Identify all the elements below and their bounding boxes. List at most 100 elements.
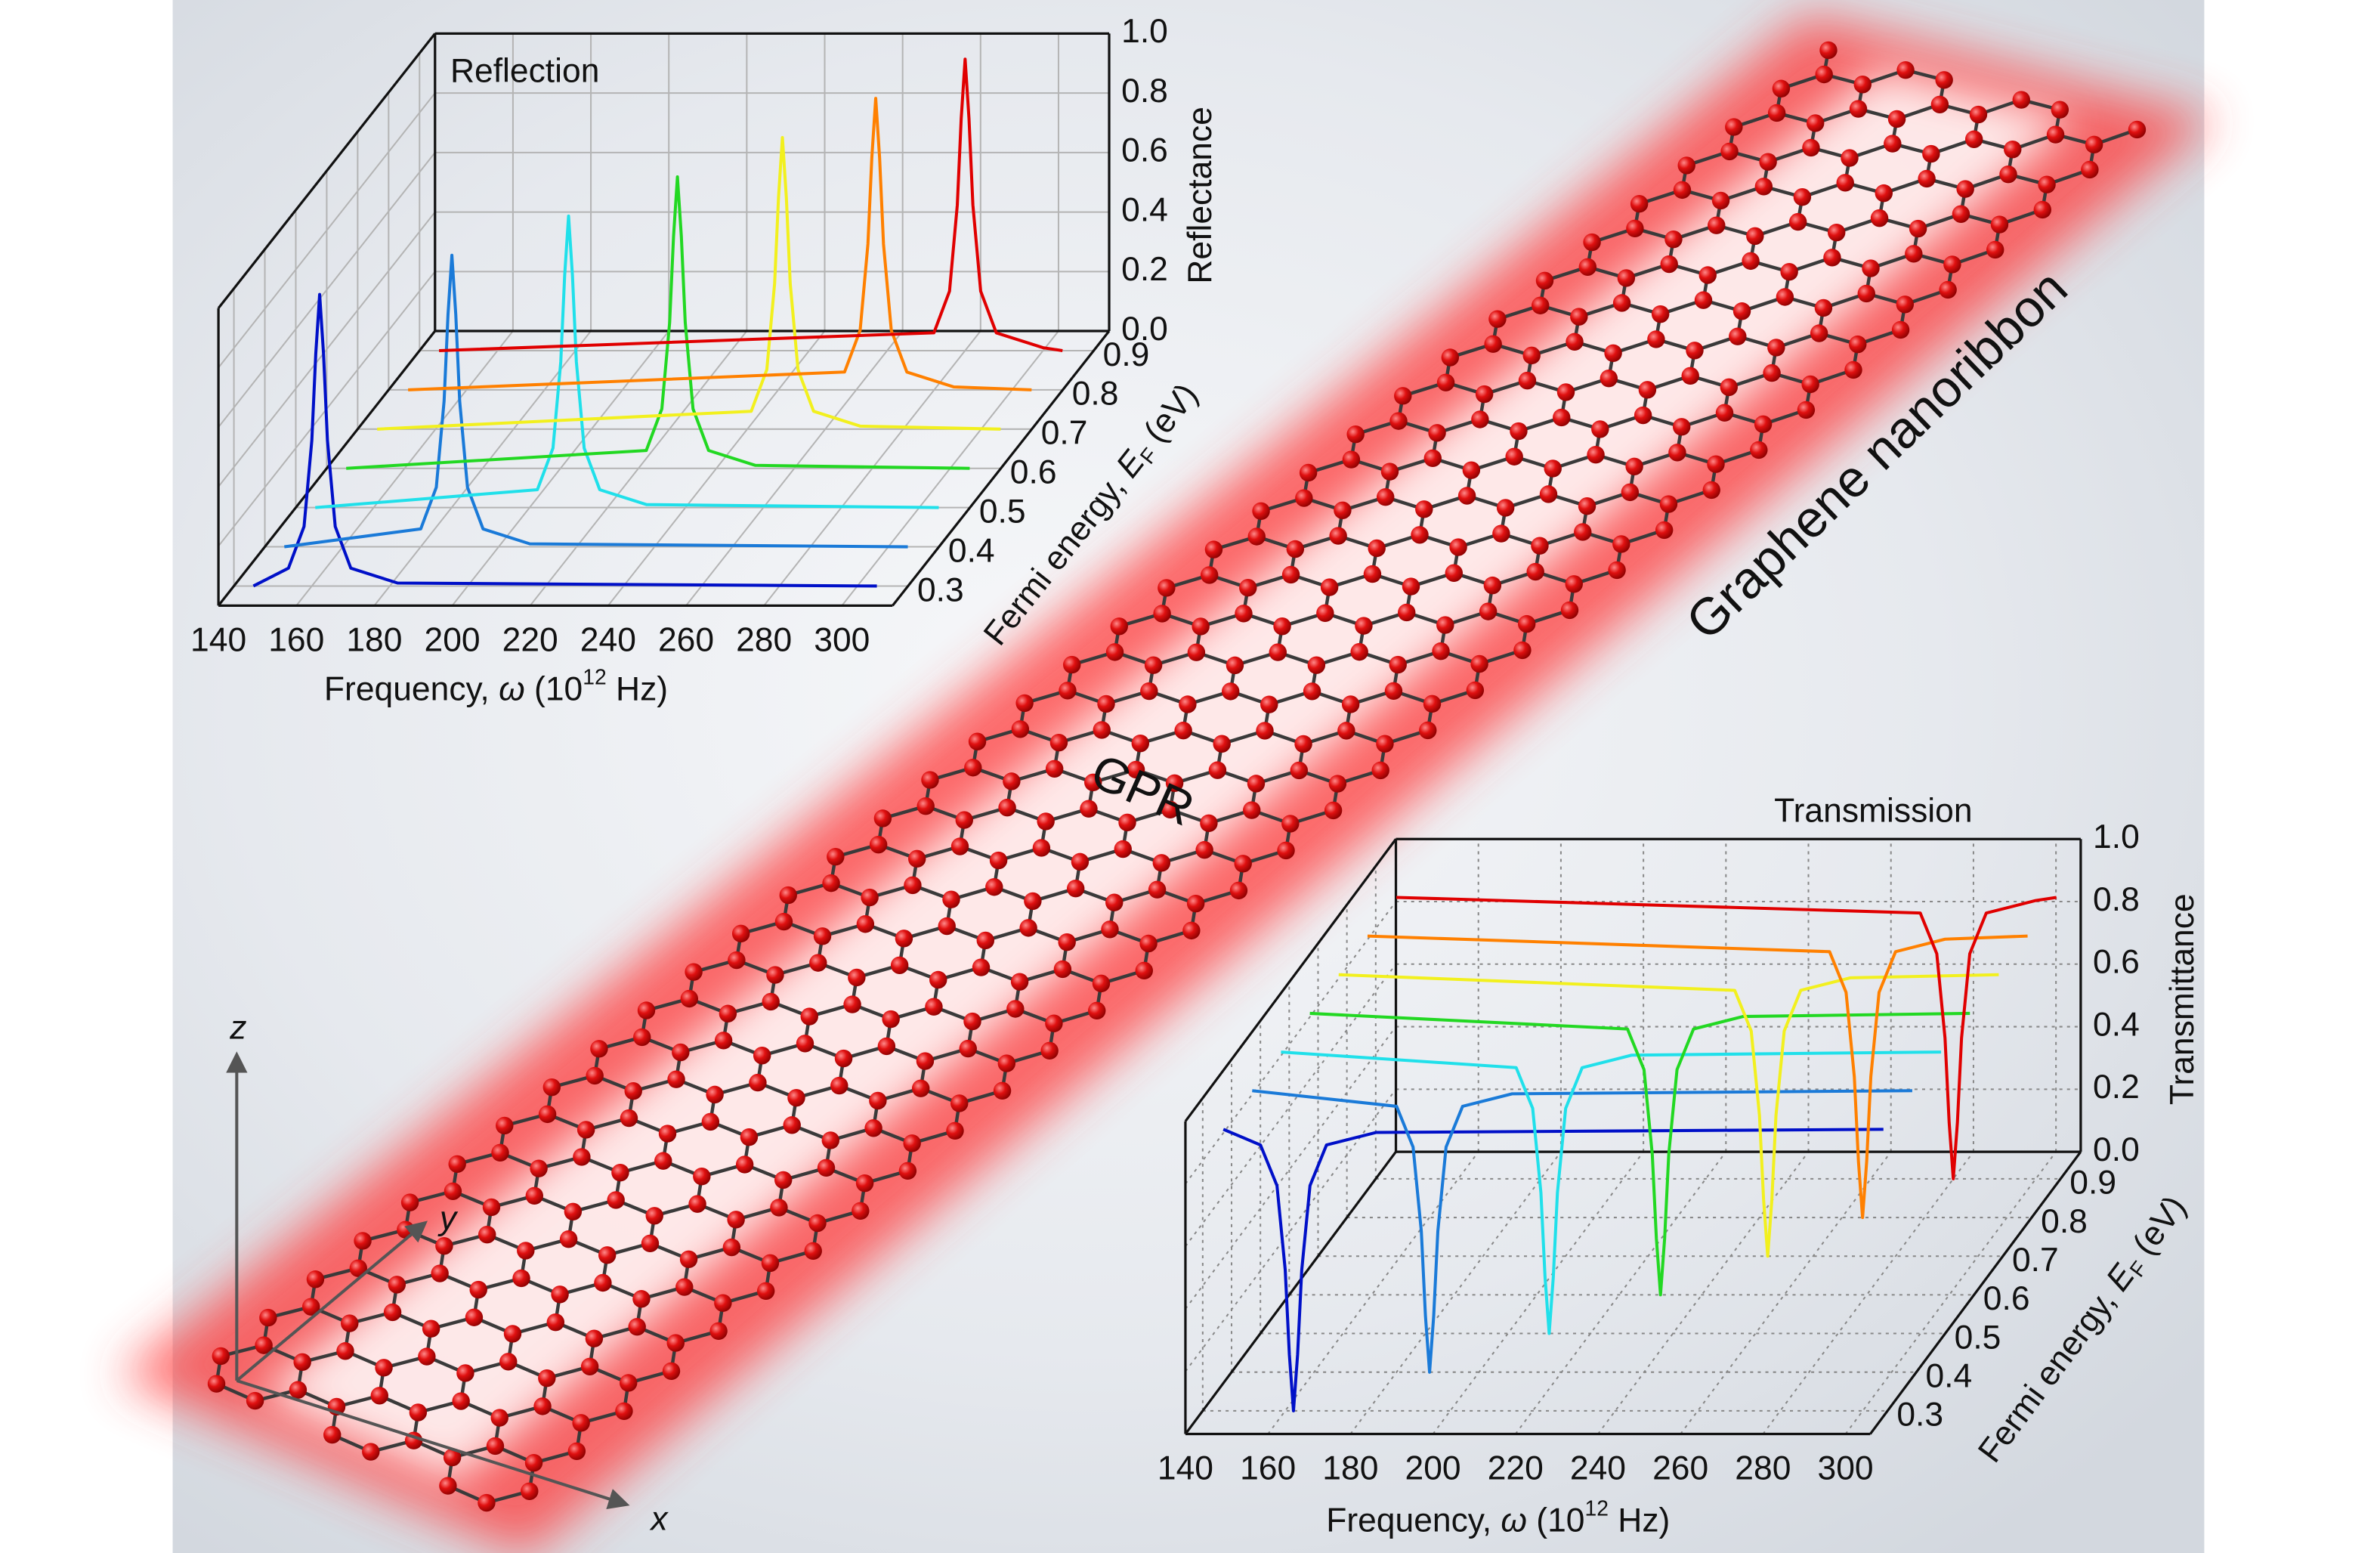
atom xyxy=(921,771,939,789)
atom xyxy=(1053,960,1072,979)
atom xyxy=(706,1085,724,1104)
atom xyxy=(1316,604,1334,623)
atom xyxy=(624,1082,642,1100)
atom xyxy=(963,1012,981,1031)
atom xyxy=(1303,682,1321,701)
atom xyxy=(1483,576,1502,595)
axis-line xyxy=(1184,838,1397,1122)
atom xyxy=(400,1193,419,1211)
y-tick-label: 0.8 xyxy=(1072,376,1119,413)
atom xyxy=(1247,527,1266,546)
atom xyxy=(1574,523,1592,541)
x-tick-label: 280 xyxy=(1735,1450,1791,1487)
atom xyxy=(1161,800,1179,819)
atom xyxy=(1986,240,2004,259)
atom xyxy=(1273,617,1291,636)
y-tick-label: 0.9 xyxy=(2069,1165,2116,1202)
atom xyxy=(517,1242,535,1260)
atom xyxy=(1793,188,1812,206)
x-tick-label: 240 xyxy=(1570,1450,1626,1487)
atom xyxy=(1750,441,1768,459)
atom xyxy=(1355,617,1373,635)
atom xyxy=(740,1128,759,1146)
atom xyxy=(1999,165,2017,184)
series-line xyxy=(438,57,1063,353)
atom xyxy=(207,1375,226,1393)
atom xyxy=(1702,481,1720,500)
atom xyxy=(289,1381,308,1399)
atom xyxy=(925,998,943,1016)
x-tick-label: 160 xyxy=(268,622,324,659)
atom xyxy=(766,966,784,984)
x-tick-label: 200 xyxy=(1405,1450,1461,1487)
axis-line xyxy=(1184,1151,1397,1435)
atom xyxy=(1003,772,1021,790)
atom xyxy=(895,930,913,948)
series-line xyxy=(1367,934,2028,1220)
atom xyxy=(1823,249,1841,267)
atom xyxy=(675,1278,694,1296)
x-tick-label: 180 xyxy=(346,622,402,659)
atom xyxy=(856,915,875,933)
atom xyxy=(1492,524,1510,543)
series-line xyxy=(252,292,877,588)
atom xyxy=(1110,617,1128,636)
atom xyxy=(1398,603,1416,622)
atom xyxy=(1891,320,1910,339)
floor-grid-line xyxy=(1432,1151,1644,1435)
atom xyxy=(1350,642,1368,661)
atom xyxy=(212,1347,230,1366)
y-tick-label: 0.6 xyxy=(1010,454,1057,491)
atom xyxy=(1239,579,1257,597)
atom xyxy=(1510,422,1528,441)
atom xyxy=(255,1336,273,1354)
atom xyxy=(916,797,935,815)
atom xyxy=(1479,602,1498,620)
xlabel-part: 12 xyxy=(583,665,606,689)
series-line xyxy=(1338,973,1999,1258)
atom xyxy=(762,992,780,1011)
atom xyxy=(1660,255,1678,274)
atom xyxy=(1647,330,1665,348)
atom xyxy=(1234,855,1252,873)
atom xyxy=(383,1303,402,1322)
atom xyxy=(1621,483,1640,502)
atom xyxy=(1518,371,1537,390)
atom xyxy=(567,1442,586,1460)
atom xyxy=(628,1317,646,1336)
atom xyxy=(1625,457,1643,475)
x-tick-label: 200 xyxy=(425,622,481,659)
atom xyxy=(1380,462,1399,481)
atom xyxy=(1457,487,1476,505)
atom xyxy=(1299,463,1318,482)
atom xyxy=(1587,445,1605,464)
atom xyxy=(1612,294,1631,312)
z-tick-label: 0.4 xyxy=(2093,1006,2140,1043)
atom xyxy=(1844,360,1862,379)
chart-title: Reflection xyxy=(450,53,599,90)
atom xyxy=(1148,880,1167,899)
atom xyxy=(946,1121,964,1140)
atom xyxy=(1505,447,1523,466)
atom xyxy=(779,886,797,905)
atom xyxy=(1715,404,1734,422)
atom xyxy=(490,1409,508,1427)
atom xyxy=(1909,219,1927,238)
atom xyxy=(456,1364,474,1382)
atom xyxy=(1939,280,1957,299)
atom xyxy=(1277,841,1295,860)
atom xyxy=(843,995,861,1013)
atom xyxy=(1062,655,1081,674)
atom xyxy=(1290,761,1309,780)
atom xyxy=(998,798,1016,817)
atom xyxy=(530,1159,548,1177)
atom xyxy=(375,1359,393,1377)
atom xyxy=(1153,605,1171,623)
atom xyxy=(968,732,987,750)
atom xyxy=(1488,310,1507,328)
y-axis-label: y xyxy=(437,1200,459,1237)
atom xyxy=(1208,761,1227,779)
atom xyxy=(1651,305,1670,323)
atom xyxy=(1922,144,1940,163)
